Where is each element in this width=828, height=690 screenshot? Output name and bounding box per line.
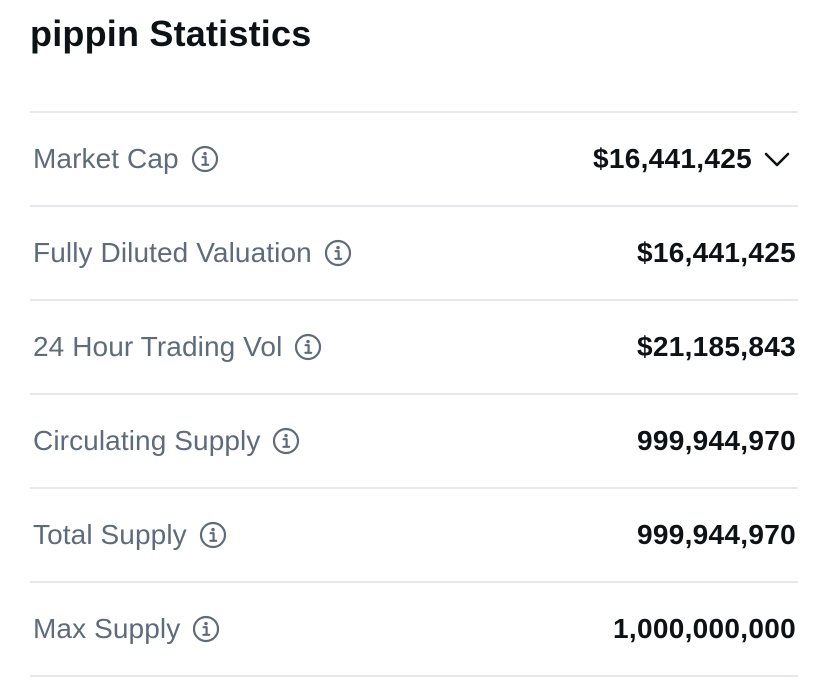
info-icon[interactable]: [191, 145, 219, 173]
chevron-down-icon[interactable]: [762, 144, 792, 174]
stat-row-24h-trading-volume: 24 Hour Trading Vol $21,185,843: [30, 301, 798, 395]
page-title: pippin Statistics: [30, 0, 798, 113]
stat-value: $21,185,843: [636, 331, 796, 362]
stat-label-group: Circulating Supply: [30, 425, 300, 457]
stat-value-group: $16,441,425: [593, 143, 798, 175]
stat-value: 999,944,970: [636, 519, 796, 550]
stat-label: Max Supply: [33, 613, 181, 644]
stat-row-max-supply: Max Supply 1,000,000,000: [30, 583, 798, 677]
info-icon[interactable]: [324, 239, 352, 267]
stat-value-group: 999,944,970: [637, 519, 798, 551]
statistics-panel: pippin Statistics Market Cap $16,441,425: [30, 0, 798, 677]
stat-label-group: 24 Hour Trading Vol: [30, 331, 322, 363]
stat-value-group: $21,185,843: [637, 331, 798, 363]
stat-value-group: $16,441,425: [637, 237, 798, 269]
stat-value: 999,944,970: [636, 425, 796, 456]
stat-value: $16,441,425: [636, 237, 796, 268]
stat-label: Circulating Supply: [33, 425, 261, 456]
stat-label-group: Fully Diluted Valuation: [30, 237, 352, 269]
stat-row-fully-diluted-valuation: Fully Diluted Valuation $16,441,425: [30, 207, 798, 301]
page-title-text: pippin Statistics: [30, 13, 312, 54]
info-icon[interactable]: [199, 521, 227, 549]
stat-label: Market Cap: [33, 143, 179, 174]
info-icon[interactable]: [272, 427, 300, 455]
stat-label: 24 Hour Trading Vol: [33, 331, 283, 362]
stat-label: Fully Diluted Valuation: [33, 237, 312, 268]
stat-row-circulating-supply: Circulating Supply 999,944,970: [30, 395, 798, 489]
stat-label: Total Supply: [33, 519, 187, 550]
stat-row-market-cap: Market Cap $16,441,425: [30, 113, 798, 207]
stat-label-group: Total Supply: [30, 519, 227, 551]
stat-row-total-supply: Total Supply 999,944,970: [30, 489, 798, 583]
stat-value: $16,441,425: [592, 143, 752, 174]
info-icon[interactable]: [294, 333, 322, 361]
stat-label-group: Market Cap: [30, 143, 219, 175]
info-icon[interactable]: [192, 615, 220, 643]
stat-label-group: Max Supply: [30, 613, 220, 645]
stat-value-group: 999,944,970: [637, 425, 798, 457]
stat-value-group: 1,000,000,000: [613, 613, 798, 645]
stat-value: 1,000,000,000: [613, 613, 796, 644]
